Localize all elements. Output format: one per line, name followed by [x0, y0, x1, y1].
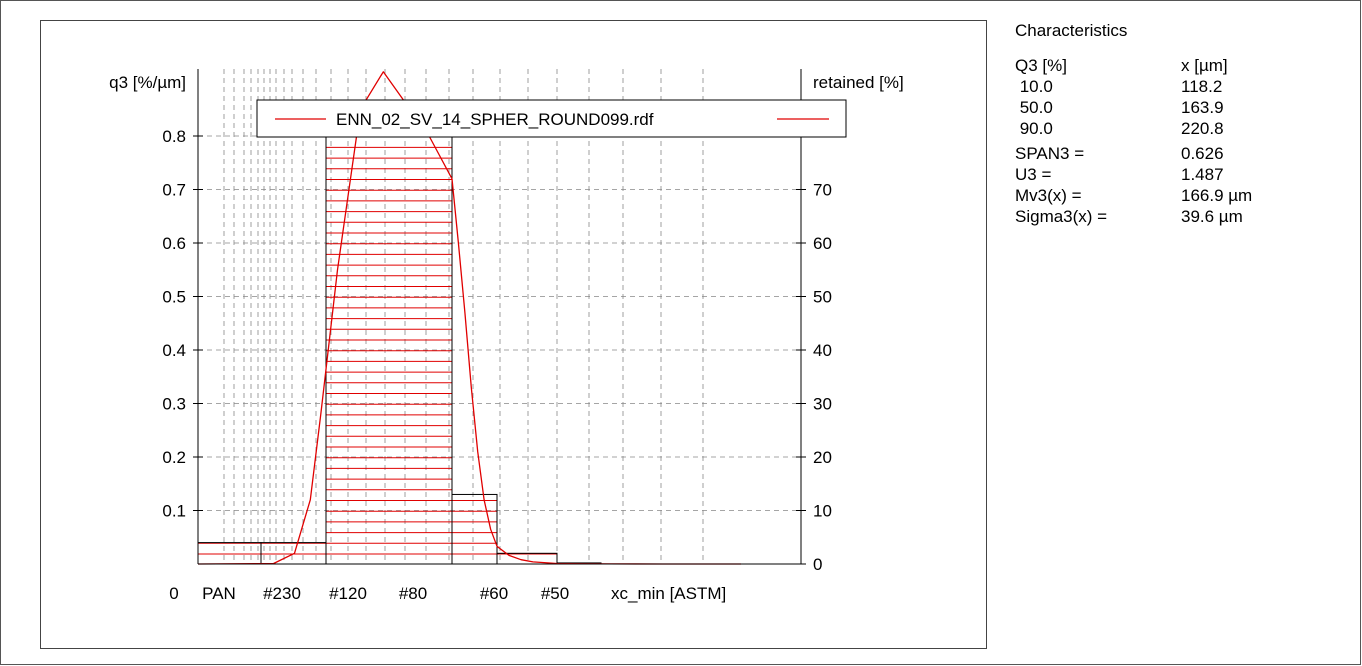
density-curve	[197, 71, 741, 565]
right-tick-label: 60	[813, 234, 832, 253]
legend-label: ENN_02_SV_14_SPHER_ROUND099.rdf	[336, 110, 654, 129]
q3-value: 50.0	[1015, 98, 1053, 117]
x-header: x [µm]	[1181, 56, 1228, 75]
left-tick-label: 0.3	[162, 395, 186, 414]
x-tick-label: #60	[480, 584, 508, 603]
span-row: SPAN3 = 0.626	[1015, 143, 1345, 164]
q3-value: 10.0	[1015, 77, 1053, 96]
histogram-bar	[198, 542, 262, 564]
histogram-bar	[325, 130, 453, 564]
left-tick-label: 0.2	[162, 448, 186, 467]
left-tick-label: 0.5	[162, 288, 186, 307]
stats-row: 50.0 163.9	[1015, 97, 1345, 118]
left-tick-label: 0.1	[162, 502, 186, 521]
x-tick-label: 0	[169, 584, 178, 603]
sigma-value: 39.6 µm	[1181, 207, 1243, 226]
sigma-row: Sigma3(x) = 39.6 µm	[1015, 206, 1345, 227]
sigma-label: Sigma3(x) =	[1015, 207, 1108, 226]
mv-label: Mv3(x) =	[1015, 186, 1082, 205]
x-value: 163.9	[1181, 98, 1224, 117]
distribution-chart: 0.1 0.2 0.3 0.4 0.5 0.6 0.7 0.8 0 10 20 30 40 50 60 70 q…	[109, 69, 904, 603]
right-tick-label: 0	[813, 555, 822, 574]
span-value: 0.626	[1181, 144, 1224, 163]
x-tick-label: #80	[399, 584, 427, 603]
q3-value: 90.0	[1015, 119, 1053, 138]
u-label: U3 =	[1015, 165, 1052, 184]
mv-value: 166.9 µm	[1181, 186, 1253, 205]
right-tick-label: 30	[813, 395, 832, 414]
right-axis-title: retained [%]	[813, 73, 904, 92]
u-value: 1.487	[1181, 165, 1224, 184]
right-tick-label: 40	[813, 341, 832, 360]
right-tick-label: 10	[813, 502, 832, 521]
x-tick-label: #230	[263, 584, 301, 603]
x-value: 118.2	[1181, 77, 1223, 96]
left-tick-label: 0.6	[162, 234, 186, 253]
q3-header: Q3 [%]	[1015, 56, 1067, 75]
span-label: SPAN3 =	[1015, 144, 1085, 163]
left-tick-label: 0.7	[162, 181, 186, 200]
x-tick-label: #120	[329, 584, 367, 603]
left-axis-title: q3 [%/µm]	[109, 73, 186, 92]
chart-panel: 0.1 0.2 0.3 0.4 0.5 0.6 0.7 0.8 0 10 20 30 40 50 60 70 q…	[40, 20, 987, 649]
legend-box	[256, 99, 847, 138]
stats-row: 90.0 220.8	[1015, 118, 1345, 139]
u-row: U3 = 1.487	[1015, 164, 1345, 185]
right-tick-label: 20	[813, 448, 832, 467]
mv-row: Mv3(x) = 166.9 µm	[1015, 185, 1345, 206]
characteristics-title: Characteristics	[1015, 21, 1128, 40]
x-tick-label: PAN	[202, 584, 236, 603]
x-axis-title: xc_min [ASTM]	[611, 584, 726, 603]
stats-header-row: Q3 [%] x [µm]	[1015, 55, 1345, 76]
stats-row: 10.0 118.2	[1015, 76, 1345, 97]
characteristics-panel: Characteristics Q3 [%] x [µm] 10.0 118.2…	[1015, 20, 1345, 227]
left-tick-label: 0.8	[162, 127, 186, 146]
left-tick-label: 0.4	[162, 341, 186, 360]
right-tick-label: 50	[813, 288, 832, 307]
right-tick-label: 70	[813, 181, 832, 200]
x-value: 220.8	[1181, 119, 1224, 138]
x-tick-label: #50	[541, 584, 569, 603]
